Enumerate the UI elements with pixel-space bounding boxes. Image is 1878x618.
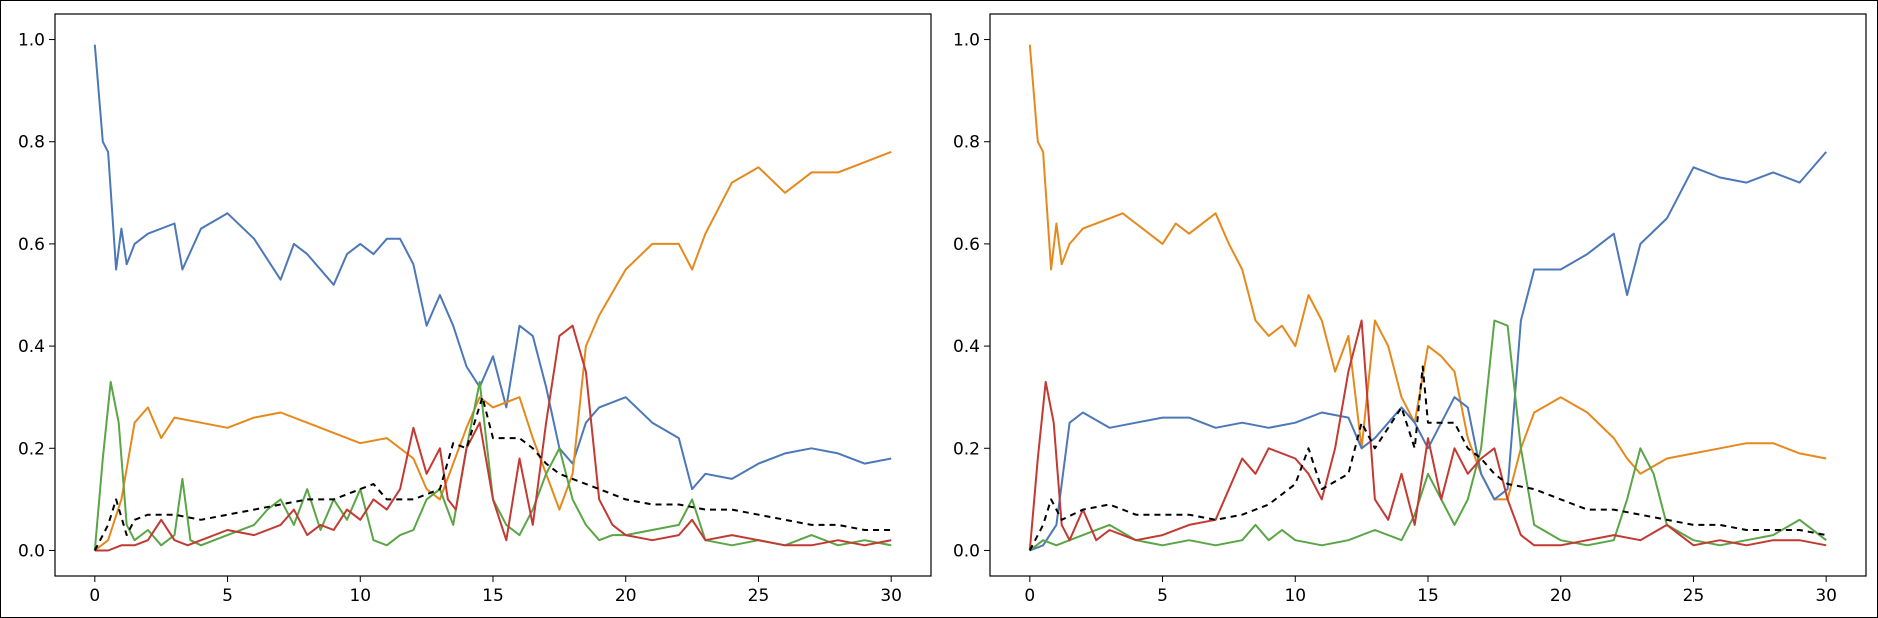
y-tick-label: 0.2 bbox=[18, 439, 45, 459]
series-line-dashed bbox=[93, 396, 892, 551]
plot-area-2 bbox=[989, 13, 1867, 577]
y-tick-label: 0.8 bbox=[953, 133, 980, 153]
y-tick-label: 1.0 bbox=[953, 31, 980, 51]
x-tick-label: 10 bbox=[349, 586, 371, 606]
x-tick-label: 5 bbox=[1157, 586, 1168, 606]
chart-panel-2: 0 5 10 15 20 25 30 0.0 0.2 0.4 0.6 0.8 1.0 bbox=[953, 13, 1867, 606]
y-tick-label: 0.6 bbox=[953, 235, 980, 255]
x-tick-label: 30 bbox=[1815, 586, 1837, 606]
x-tick-label: 0 bbox=[89, 586, 100, 606]
x-tick-label: 15 bbox=[482, 586, 504, 606]
y-tick-label: 0.8 bbox=[18, 133, 45, 153]
y-tick-label: 1.0 bbox=[18, 31, 45, 51]
y-tick-label: 0.2 bbox=[953, 439, 980, 459]
series-line-blue bbox=[93, 44, 892, 491]
x-tick-label: 30 bbox=[880, 586, 902, 606]
series-line-orange bbox=[94, 150, 892, 552]
y-tick-label: 0.6 bbox=[18, 235, 45, 255]
x-tick-label: 20 bbox=[1550, 586, 1572, 606]
x-tick-label: 5 bbox=[222, 586, 233, 606]
chart-panel-1: 0 5 10 15 20 25 30 0.0 0.2 0.4 0.6 0.8 1.0 bbox=[18, 13, 932, 606]
x-tick-label: 25 bbox=[748, 586, 770, 606]
y-tick-label: 0.0 bbox=[953, 541, 980, 561]
y-tick-label: 0.0 bbox=[18, 541, 45, 561]
series-line-red bbox=[94, 324, 892, 552]
series-line-green bbox=[1029, 319, 1827, 552]
series-line-red bbox=[1028, 319, 1827, 551]
plot-area-1 bbox=[54, 13, 932, 577]
x-tick-label: 10 bbox=[1284, 586, 1306, 606]
x-tick-label: 25 bbox=[1683, 586, 1705, 606]
series-line-blue bbox=[1029, 151, 1827, 552]
x-tick-label: 0 bbox=[1024, 586, 1035, 606]
y-tick-label: 0.4 bbox=[18, 337, 45, 357]
x-tick-label: 20 bbox=[615, 586, 637, 606]
x-tick-label: 15 bbox=[1417, 586, 1439, 606]
y-tick-label: 0.4 bbox=[953, 337, 980, 357]
series-line-dashed bbox=[1028, 365, 1827, 551]
series-line-green bbox=[93, 380, 892, 551]
